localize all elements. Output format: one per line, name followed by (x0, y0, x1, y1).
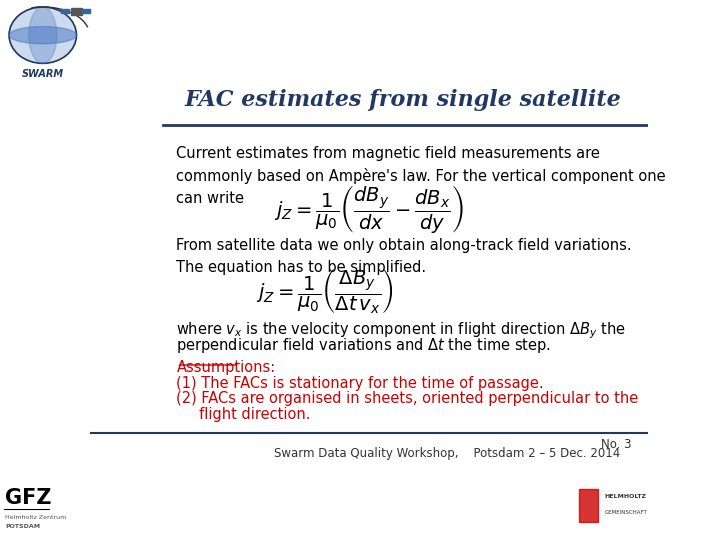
Text: perpendicular field variations and $\Delta t$ the time step.: perpendicular field variations and $\Del… (176, 336, 552, 355)
Polygon shape (61, 9, 69, 13)
Text: GFZ: GFZ (6, 488, 52, 508)
Polygon shape (579, 489, 598, 522)
Text: From satellite data we only obtain along-track field variations.
The equation ha: From satellite data we only obtain along… (176, 238, 632, 275)
Text: Helmholtz Zentrum: Helmholtz Zentrum (6, 515, 67, 519)
Text: (1) The FACs is stationary for the time of passage.: (1) The FACs is stationary for the time … (176, 376, 544, 391)
Text: Assumptions:: Assumptions: (176, 360, 276, 375)
Text: Swarm Data Quality Workshop,    Potsdam 2 – 5 Dec. 2014: Swarm Data Quality Workshop, Potsdam 2 –… (274, 447, 621, 460)
Text: (2) FACs are organised in sheets, oriented perpendicular to the: (2) FACs are organised in sheets, orient… (176, 391, 639, 406)
Text: No. 3: No. 3 (600, 437, 631, 450)
Polygon shape (71, 8, 82, 15)
Text: $j_Z = \dfrac{1}{\mu_0}\left(\dfrac{dB_y}{dx} - \dfrac{dB_x}{dy}\right)$: $j_Z = \dfrac{1}{\mu_0}\left(\dfrac{dB_y… (274, 183, 464, 235)
Text: GEMEINSCHAFT: GEMEINSCHAFT (605, 510, 647, 515)
Text: $j_Z = \dfrac{1}{\mu_0}\left(\dfrac{\Delta B_y}{\Delta t\, v_x}\right)$: $j_Z = \dfrac{1}{\mu_0}\left(\dfrac{\Del… (256, 266, 393, 316)
Text: POTSDAM: POTSDAM (6, 524, 40, 529)
Text: HELMHOLTZ: HELMHOLTZ (605, 494, 647, 499)
Text: SWARM: SWARM (22, 69, 64, 78)
Text: Current estimates from magnetic field measurements are
commonly based on Ampère': Current estimates from magnetic field me… (176, 146, 666, 206)
Text: where $v_x$ is the velocity component in flight direction $\Delta B_y$ the: where $v_x$ is the velocity component in… (176, 321, 626, 341)
Ellipse shape (29, 7, 57, 63)
Ellipse shape (9, 26, 76, 44)
Text: flight direction.: flight direction. (176, 407, 311, 422)
Circle shape (9, 7, 76, 63)
Text: FAC estimates from single satellite: FAC estimates from single satellite (185, 89, 621, 111)
Polygon shape (82, 9, 89, 13)
